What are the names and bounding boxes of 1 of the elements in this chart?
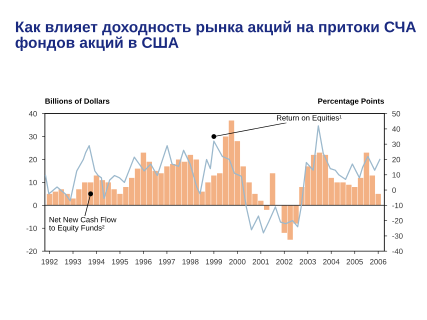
- chart-title: Как влияет доходность рынка акций на притоки СЧА фондов акций в США: [16, 20, 416, 52]
